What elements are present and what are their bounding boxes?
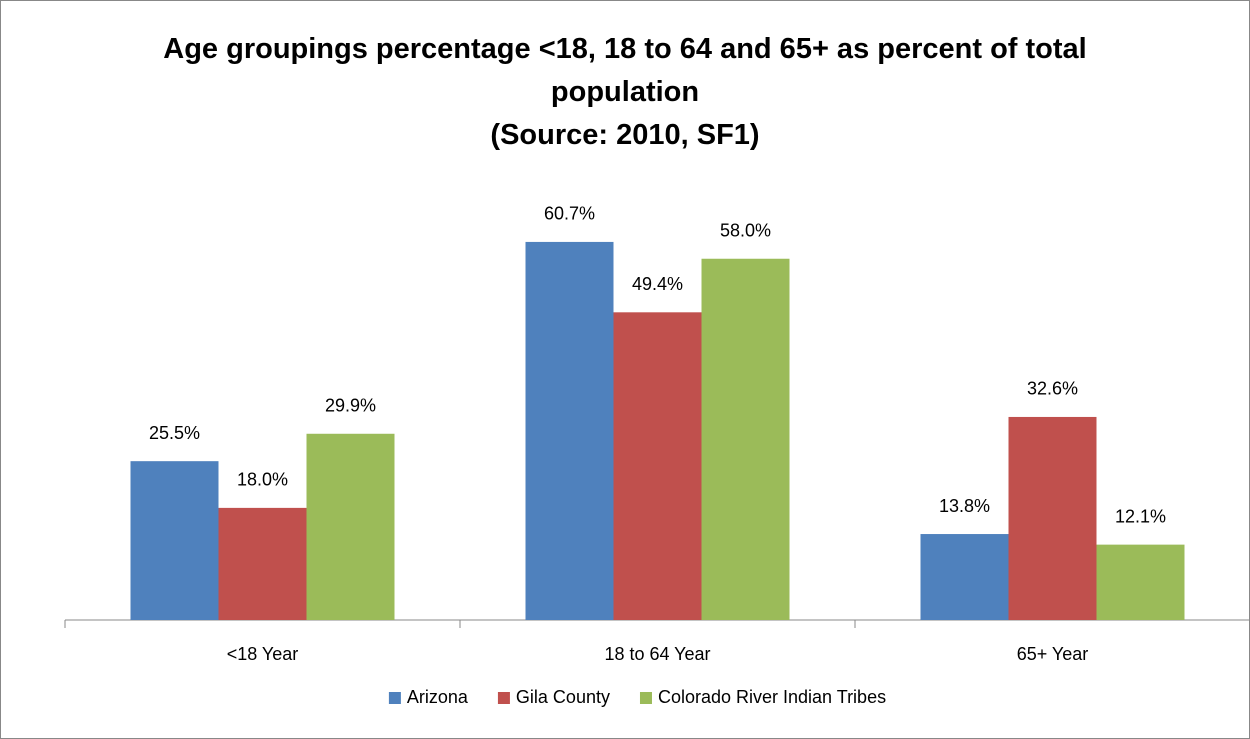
chart-title: Age groupings percentage <18, 18 to 64 a… [163,33,1087,108]
bar [920,534,1009,620]
bar [1008,416,1097,620]
bar [701,258,790,620]
bar [306,433,395,620]
bar [130,461,219,620]
x-tick-label: 65+ Year [1017,644,1089,664]
data-label: 32.6% [1027,379,1078,399]
legend-swatch [388,692,401,704]
data-label: 12.1% [1115,506,1166,526]
title-block: Age groupings percentage <18, 18 to 64 a… [100,28,1150,157]
data-label: 13.8% [939,496,990,516]
data-label: 29.9% [325,396,376,416]
legend-label: Arizona [407,687,469,707]
legend-label: Gila County [516,687,610,707]
legend-label: Colorado River Indian Tribes [658,687,886,707]
data-label: 60.7% [544,204,595,224]
bar [525,241,614,620]
bar [613,312,702,620]
x-tick-label: <18 Year [227,644,299,664]
legend-swatch [497,692,510,704]
data-label: 58.0% [720,220,771,240]
data-label: 25.5% [149,423,200,443]
x-tick-label: 18 to 64 Year [604,644,710,664]
legend-swatch [639,692,652,704]
data-label: 49.4% [632,274,683,294]
chart-subtitle: (Source: 2010, SF1) [490,119,760,151]
bar [218,507,307,620]
data-label: 18.0% [237,470,288,490]
bar [1096,544,1185,620]
